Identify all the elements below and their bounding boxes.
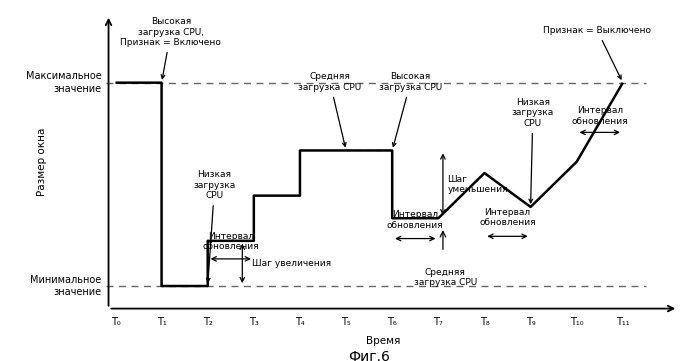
Text: T₅: T₅ [341,317,351,326]
Text: Низкая
загрузка
CPU: Низкая загрузка CPU [194,170,236,282]
Text: T₁₁: T₁₁ [616,317,630,326]
Text: Шаг
уменьшения: Шаг уменьшения [447,175,508,194]
Text: Интервал
обновления: Интервал обновления [572,106,628,126]
Text: Признак = Выключено: Признак = Выключено [543,26,651,79]
Text: T₂: T₂ [203,317,212,326]
Text: Шаг увеличения: Шаг увеличения [252,259,331,268]
Text: Низкая
загрузка
CPU: Низкая загрузка CPU [512,98,554,203]
Text: T₉: T₉ [526,317,535,326]
Text: T₇: T₇ [433,317,443,326]
Text: T₁: T₁ [157,317,166,326]
Text: Интервал
обновления: Интервал обновления [480,208,536,227]
Text: Интервал
обновления: Интервал обновления [203,232,259,251]
Text: Средняя
загрузка CPU: Средняя загрузка CPU [414,268,477,287]
Text: T₁₀: T₁₀ [570,317,584,326]
Text: T₈: T₈ [480,317,489,326]
Text: T₀: T₀ [110,317,120,326]
Text: Высокая
загрузка CPU: Высокая загрузка CPU [379,72,442,147]
Text: Фиг.6: Фиг.6 [348,351,390,361]
Text: T₆: T₆ [387,317,397,326]
Text: Максимальное
значение: Максимальное значение [26,71,101,94]
Text: Размер окна: Размер окна [36,127,47,196]
Text: Средняя
загрузка CPU: Средняя загрузка CPU [298,72,361,147]
Text: Время: Время [366,336,400,346]
Text: T₄: T₄ [295,317,305,326]
Text: Интервал
обновления: Интервал обновления [387,210,444,230]
Text: Минимальное
значение: Минимальное значение [30,275,101,297]
Text: T₃: T₃ [249,317,259,326]
Text: Высокая
загрузка CPU,
Признак = Включено: Высокая загрузка CPU, Признак = Включено [120,17,222,79]
